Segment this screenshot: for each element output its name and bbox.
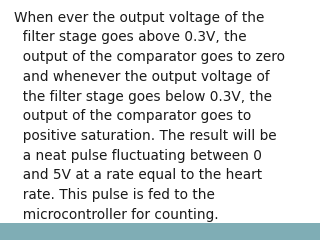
Text: When ever the output voltage of the: When ever the output voltage of the [14,11,265,25]
Text: output of the comparator goes to: output of the comparator goes to [14,109,252,123]
Text: microcontroller for counting.: microcontroller for counting. [14,208,219,222]
Text: rate. This pulse is fed to the: rate. This pulse is fed to the [14,188,215,202]
Text: positive saturation. The result will be: positive saturation. The result will be [14,129,277,143]
Text: filter stage goes above 0.3V, the: filter stage goes above 0.3V, the [14,30,247,44]
Text: output of the comparator goes to zero: output of the comparator goes to zero [14,50,285,64]
Text: the filter stage goes below 0.3V, the: the filter stage goes below 0.3V, the [14,90,272,103]
Text: and whenever the output voltage of: and whenever the output voltage of [14,70,270,84]
Bar [0,223,320,240]
Text: a neat pulse fluctuating between 0: a neat pulse fluctuating between 0 [14,149,262,162]
Text: and 5V at a rate equal to the heart: and 5V at a rate equal to the heart [14,168,262,182]
